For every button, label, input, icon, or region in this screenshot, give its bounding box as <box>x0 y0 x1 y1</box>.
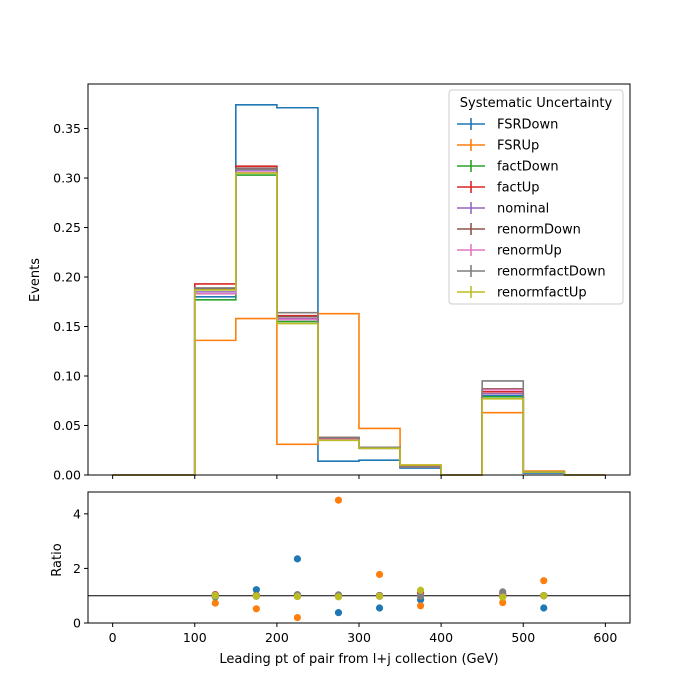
ratio-point-renormfactUp <box>211 591 219 600</box>
ratio-point-FSRUp <box>416 602 425 610</box>
ratio-plot-area <box>88 496 630 622</box>
legend-label-renormfactDown: renormfactDown <box>497 265 606 280</box>
ratio-point-FSRUp <box>540 577 548 585</box>
ratio-y-axis-label: Ratio <box>50 543 65 576</box>
legend-entry-renormUp: renormUp <box>457 244 562 259</box>
legend-label-FSRDown: FSRDown <box>497 118 558 133</box>
ratio-point-FSRUp <box>499 598 507 607</box>
main-y-tick-label: 0.00 <box>53 468 81 483</box>
main-y-tick-label: 0.20 <box>53 270 81 285</box>
legend-entry-renormDown: renormDown <box>457 223 581 238</box>
ratio-y-tick-label: 0 <box>73 616 81 631</box>
ratio-x-ticks: 0 100 200 300 400 500 600 <box>109 623 617 645</box>
ratio-series-FSRDown <box>211 555 548 617</box>
legend-entry-factDown: factDown <box>457 160 559 175</box>
main-plot-area <box>112 103 606 476</box>
legend-entry-renormfactDown: renormfactDown <box>457 265 606 280</box>
legend-box <box>448 89 624 305</box>
main-y-tick-label: 0.25 <box>53 220 81 235</box>
ratio-x-tick-label: 0 <box>109 630 117 645</box>
legend-label-nominal: nominal <box>497 202 549 217</box>
series-line-FSRUp <box>112 312 606 476</box>
ratio-series-FSRUp <box>211 496 548 622</box>
legend-label-FSRUp: FSRUp <box>497 139 539 154</box>
ratio-point-FSRUp <box>252 605 260 613</box>
ratio-point-renormfactUp <box>293 592 302 601</box>
ratio-point-FSRDown <box>334 609 343 617</box>
ratio-point-FSRDown <box>540 604 548 612</box>
ratio-point-FSRUp <box>375 570 384 579</box>
ratio-series-renormfactUp <box>211 586 548 601</box>
main-x-ticks <box>112 475 606 479</box>
ratio-point-renormfactUp <box>416 586 425 594</box>
legend-label-factUp: factUp <box>497 181 540 196</box>
ratio-x-tick-label: 200 <box>265 630 289 645</box>
legend-entry-FSRUp: FSRUp <box>457 139 539 154</box>
main-y-tick-label: 0.35 <box>53 121 81 136</box>
ratio-point-FSRUp <box>211 599 219 607</box>
ratio-point-FSRUp <box>293 613 302 622</box>
legend-title: Systematic Uncertainty <box>460 96 613 111</box>
ratio-axes-frame <box>87 491 631 624</box>
ratio-y-tick-label: 2 <box>73 561 81 576</box>
legend-entry-factUp: factUp <box>457 181 540 196</box>
ratio-point-FSRDown <box>252 586 260 594</box>
ratio-y-tick-label: 4 <box>73 506 81 521</box>
legend-entry-renormfactUp: renormfactUp <box>457 286 587 301</box>
legend-label-renormUp: renormUp <box>497 244 562 259</box>
legend-entry-nominal: nominal <box>457 202 549 217</box>
ratio-point-FSRUp <box>334 496 343 504</box>
ratio-x-tick-label: 500 <box>511 630 535 645</box>
ratio-point-FSRDown <box>375 604 384 612</box>
ratio-point-renormfactUp <box>499 593 507 601</box>
ratio-panel: 0 100 200 300 400 500 600 0 2 4 Ratio Leading pt… <box>50 491 631 667</box>
ratio-y-ticks: 0 2 4 <box>73 506 88 631</box>
main-y-tick-label: 0.15 <box>53 319 81 334</box>
ratio-x-tick-label: 100 <box>183 630 207 645</box>
ratio-x-tick-label: 300 <box>347 630 371 645</box>
main-y-axis-label: Events <box>28 258 43 302</box>
legend-entries: FSRDown FSRUp factDown factUp nominal renormD… <box>457 118 606 301</box>
legend: Systematic Uncertainty FSRDown FSRUp factD… <box>448 89 624 305</box>
ratio-x-axis-label: Leading pt of pair from l+j collection (… <box>219 652 498 667</box>
ratio-point-renormfactDown <box>499 588 507 596</box>
legend-entry-FSRDown: FSRDown <box>457 118 558 133</box>
ratio-point-renormfactUp <box>334 593 343 601</box>
main-histogram-panel: 0.000.050.100.150.200.250.300.35 Events … <box>28 83 631 483</box>
legend-label-factDown: factDown <box>497 160 559 175</box>
ratio-x-tick-label: 400 <box>429 630 453 645</box>
main-y-tick-label: 0.10 <box>53 369 81 384</box>
main-y-tick-label: 0.05 <box>53 418 81 433</box>
series-line-renormfactUp <box>112 172 606 476</box>
ratio-point-renormfactUp <box>540 592 548 600</box>
ratio-point-renormfactDown <box>416 592 425 600</box>
main-y-ticks: 0.00 0.05 0.10 0.15 0.20 0.25 0.30 0.35 <box>53 121 88 483</box>
legend-label-renormDown: renormDown <box>497 223 581 238</box>
main-y-tick-label: 0.30 <box>53 171 81 186</box>
ratio-point-renormfactUp <box>375 592 384 600</box>
legend-label-renormfactUp: renormfactUp <box>497 286 587 301</box>
ratio-point-FSRDown <box>293 555 302 563</box>
ratio-x-tick-label: 600 <box>593 630 617 645</box>
ratio-point-renormfactUp <box>252 592 260 600</box>
